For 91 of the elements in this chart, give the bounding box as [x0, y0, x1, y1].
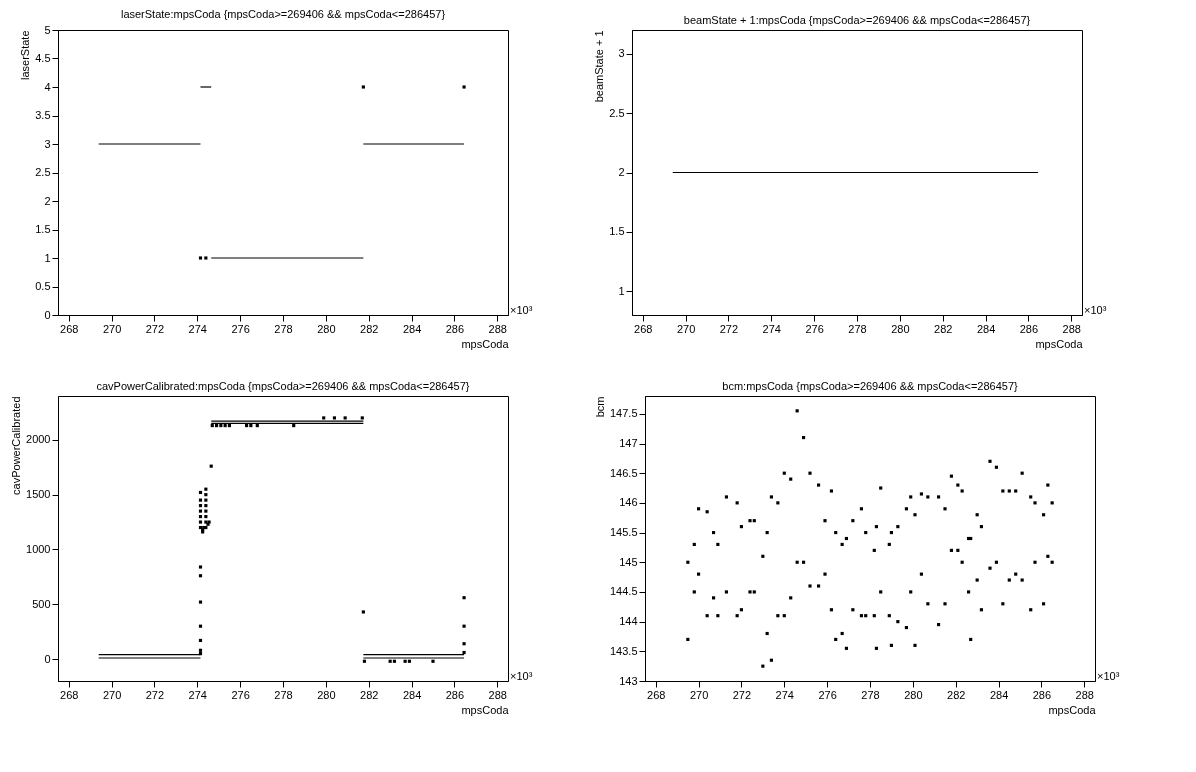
y-tick-label: 144	[619, 615, 638, 628]
x-tick-label: 276	[818, 688, 837, 701]
chart-title: cavPowerCalibrated:mpsCoda {mpsCoda>=269406 && mpsCoda<=286457}	[96, 380, 470, 392]
x-tick-label: 280	[317, 688, 336, 701]
y-tick-label: 1	[44, 251, 51, 264]
x-tick-label: 272	[145, 688, 165, 701]
x-tick-label: 274	[762, 322, 781, 335]
y-tick-label: 2000	[26, 433, 51, 446]
text: ×10³	[1097, 670, 1120, 682]
x-tick-label: 270	[102, 688, 122, 701]
y-tick-label: 2.5	[609, 106, 625, 119]
chart-title: beamState + 1:mpsCoda {mpsCoda>=269406 && mpsCoda<=286457}	[683, 14, 1031, 26]
x-tick-label: 270	[689, 688, 709, 701]
x-tick-label: 282	[360, 322, 379, 335]
y-tick-label: 3	[44, 137, 51, 150]
y-tick-label: 4	[44, 80, 51, 93]
x-tick-label: 276	[805, 322, 824, 335]
x-tick-label: 268	[634, 322, 653, 335]
x-tick-label: 268	[60, 322, 79, 335]
y-tick-label: 145.5	[609, 526, 638, 539]
y-axis-title: laserState	[19, 30, 32, 81]
text: ×10³	[510, 304, 533, 316]
x-tick-label: 280	[891, 322, 910, 335]
x-tick-label: 282	[360, 688, 379, 701]
y-tick-label: 1500	[26, 488, 51, 501]
x-tick-label: 282	[947, 688, 966, 701]
y-tick-label: 143	[619, 674, 638, 687]
text: ×10³	[1084, 304, 1107, 316]
x-tick-label: 274	[188, 322, 207, 335]
x-tick-label: 282	[934, 322, 953, 335]
x-tick-label: 284	[402, 688, 422, 701]
y-tick-label: 145	[619, 555, 638, 568]
x-tick-label: 278	[274, 688, 293, 701]
x-axis-title: mpsCoda	[461, 337, 510, 350]
y-tick-label: 1000	[26, 542, 51, 555]
y-axis-title: bcm	[593, 396, 606, 418]
y-tick-label: 1.5	[609, 225, 625, 238]
y-tick-label: 0.5	[35, 280, 51, 292]
x-tick-label: 288	[488, 322, 507, 335]
x-tick-label: 276	[231, 322, 250, 335]
x-tick-label: 274	[188, 688, 207, 701]
x-tick-label: 272	[145, 322, 165, 335]
y-tick-label: 143.5	[609, 644, 638, 657]
y-tick-label: 3.5	[35, 109, 51, 121]
x-tick-label: 286	[445, 688, 465, 701]
x-tick-label: 268	[647, 688, 666, 701]
chart-title: bcm:mpsCoda {mpsCoda>=269406 && mpsCoda<=286457}	[722, 380, 1019, 392]
x-tick-label: 286	[445, 322, 465, 335]
y-tick-label: 5	[44, 23, 51, 36]
x-tick-label: 268	[60, 688, 79, 701]
x-tick-label: 284	[989, 688, 1009, 701]
y-tick-label: 2	[44, 194, 51, 207]
chart-title: laserState:mpsCoda {mpsCoda>=269406 && mpsCoda<=286457}	[120, 8, 446, 20]
x-axis-title: mpsCoda	[461, 703, 510, 716]
x-tick-label: 284	[402, 322, 422, 335]
x-tick-label: 280	[904, 688, 923, 701]
x-tick-label: 286	[1032, 688, 1052, 701]
x-tick-label: 288	[1062, 322, 1081, 335]
text: ×10³	[510, 670, 533, 682]
y-tick-label: 1	[618, 284, 625, 297]
y-tick-label: 2	[618, 166, 625, 178]
y-tick-label: 2.5	[35, 166, 51, 178]
x-tick-label: 278	[848, 322, 867, 335]
y-tick-label: 0	[44, 652, 51, 665]
y-tick-label: 144.5	[609, 585, 638, 598]
x-tick-label: 278	[274, 322, 293, 335]
y-tick-label: 0	[44, 308, 51, 321]
x-tick-label: 284	[976, 322, 996, 335]
x-tick-label: 288	[488, 688, 507, 701]
x-tick-label: 276	[231, 688, 250, 701]
x-tick-label: 280	[317, 322, 336, 335]
y-axis-title: beamState + 1	[593, 30, 606, 103]
y-tick-label: 4.5	[35, 52, 51, 64]
y-tick-label: 3	[618, 47, 625, 60]
x-tick-label: 272	[732, 688, 752, 701]
y-tick-label: 146	[619, 496, 638, 509]
x-tick-label: 278	[861, 688, 880, 701]
x-tick-label: 270	[102, 322, 122, 335]
x-tick-label: 274	[775, 688, 794, 701]
x-tick-label: 272	[719, 322, 739, 335]
y-tick-label: 146.5	[609, 466, 638, 479]
x-tick-label: 286	[1019, 322, 1039, 335]
y-tick-label: 147	[619, 437, 638, 449]
x-tick-label: 270	[676, 322, 696, 335]
y-tick-label: 147.5	[609, 407, 638, 420]
x-axis-title: mpsCoda	[1048, 703, 1097, 716]
y-axis-title: cavPowerCalibrated	[10, 396, 23, 495]
y-tick-label: 1.5	[35, 223, 51, 235]
y-tick-label: 500	[32, 597, 51, 610]
x-axis-title: mpsCoda	[1035, 337, 1084, 350]
x-tick-label: 288	[1075, 688, 1094, 701]
